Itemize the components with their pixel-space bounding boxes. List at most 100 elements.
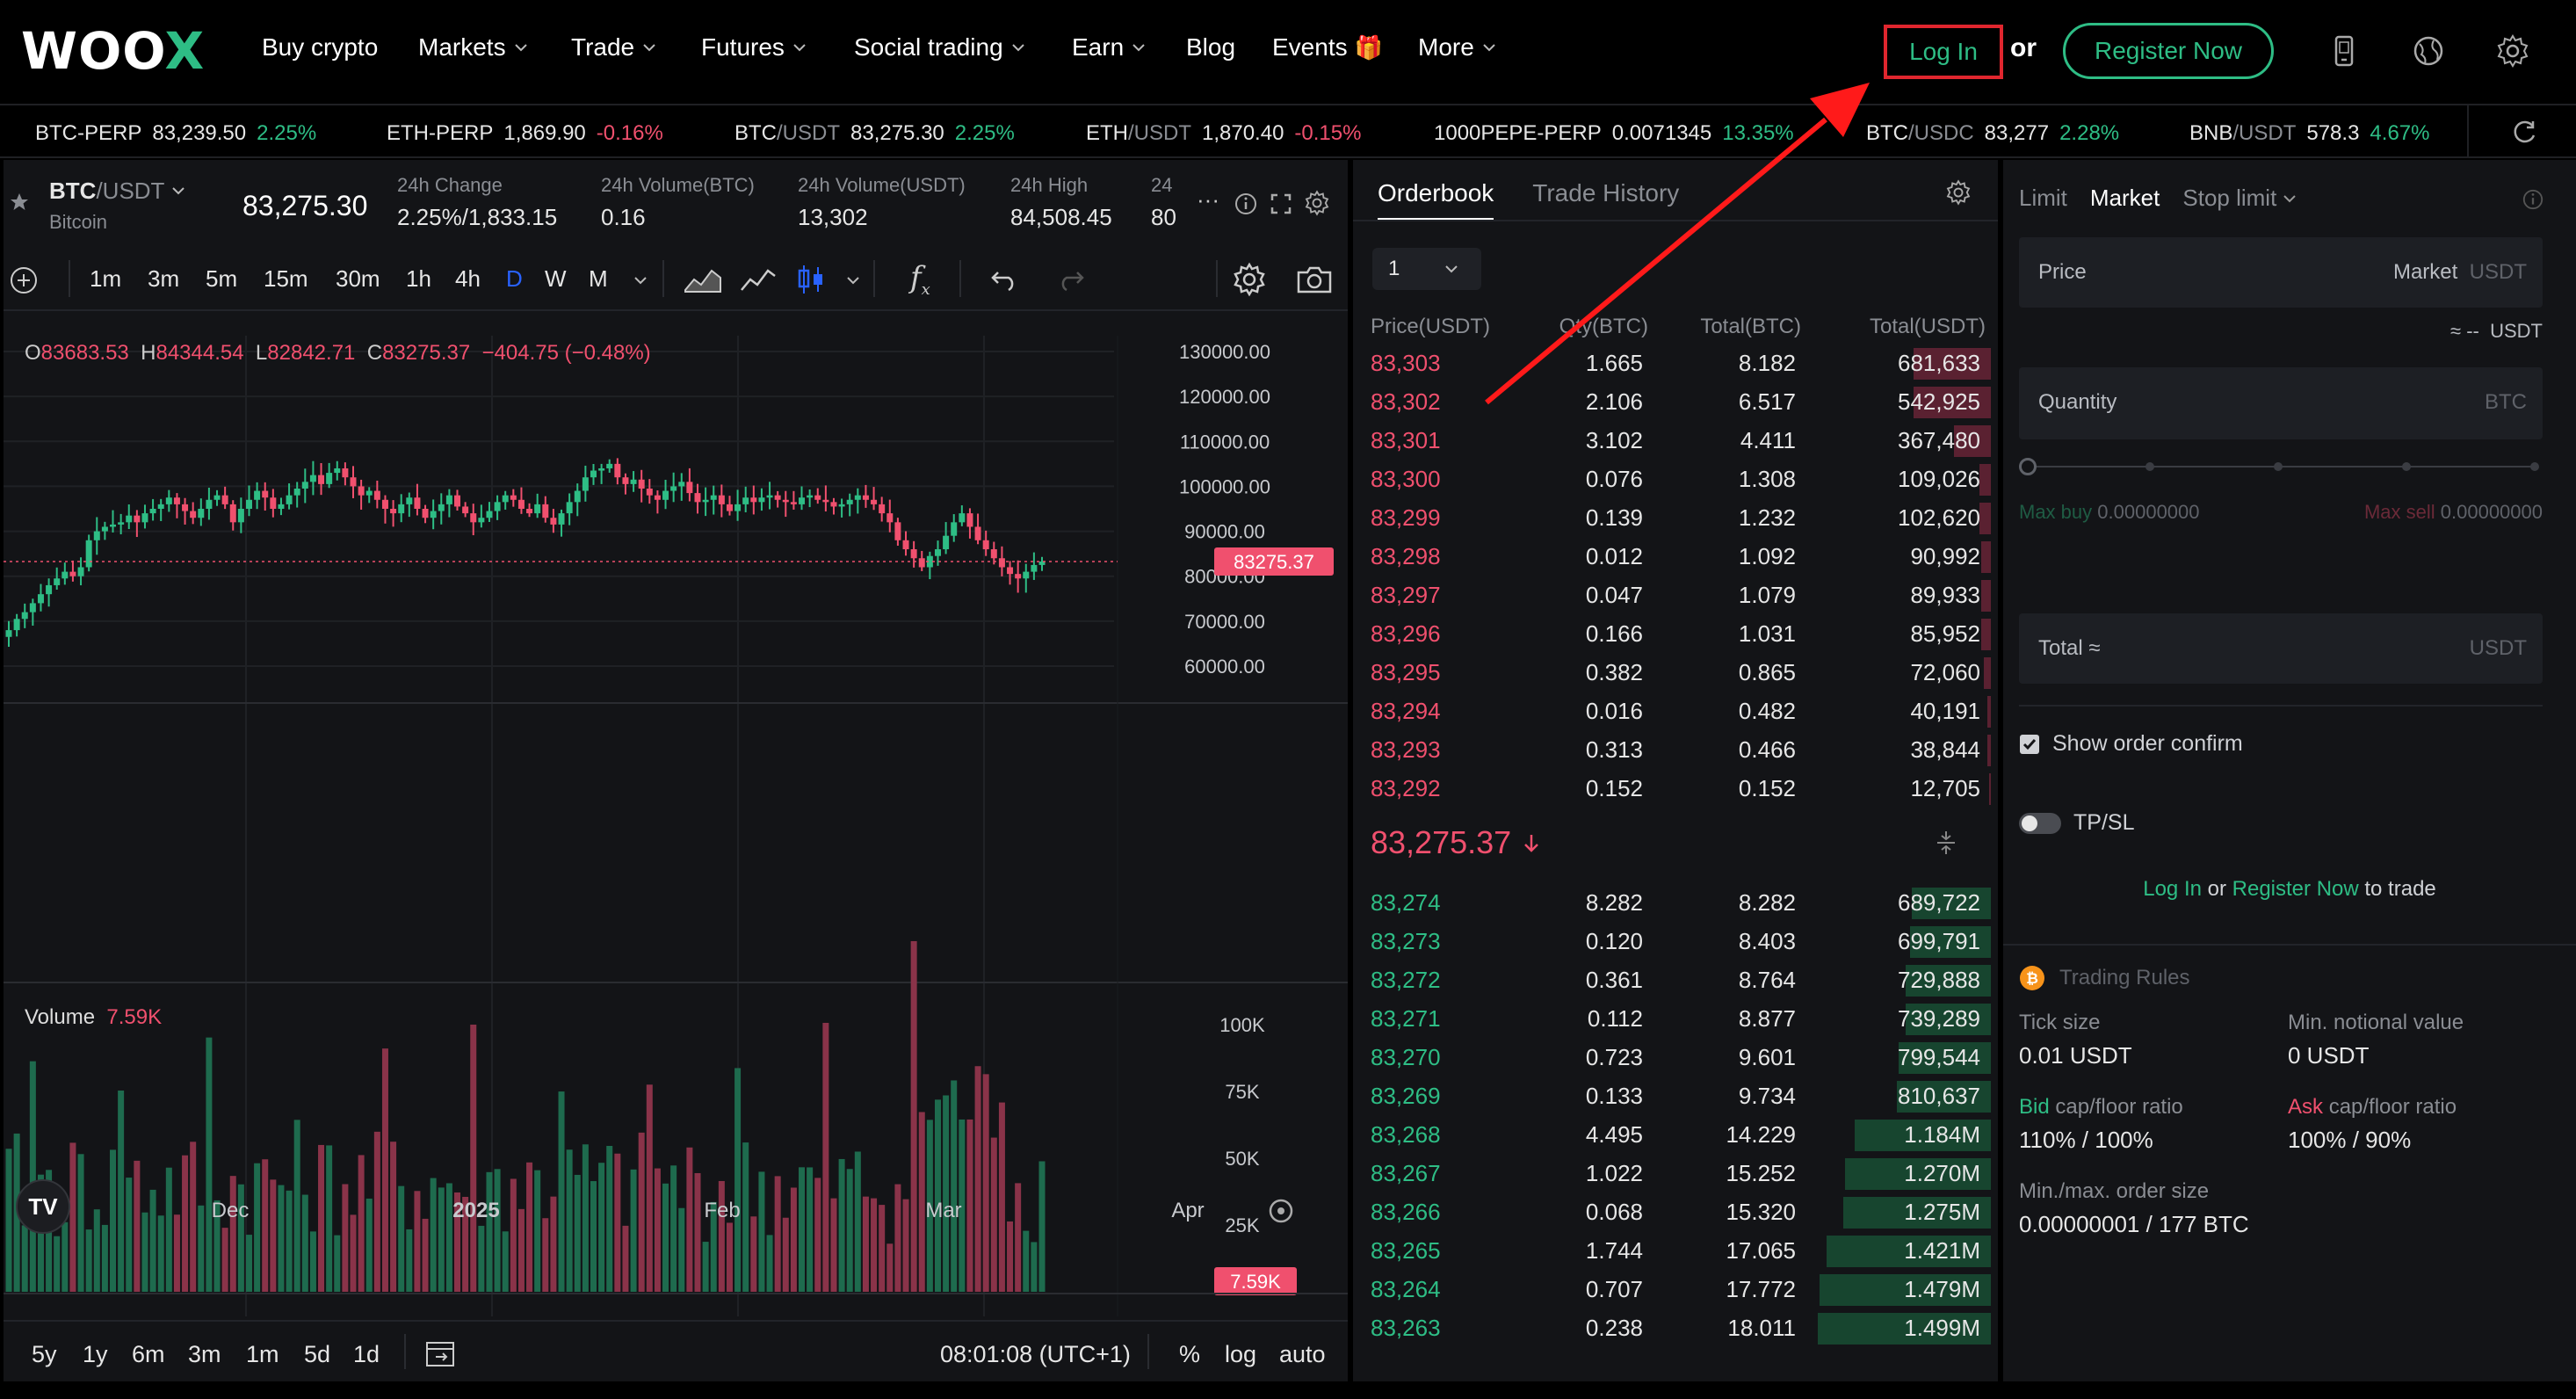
quantity-field[interactable]: Quantity BTC xyxy=(2019,367,2543,439)
timeframe-4h[interactable]: 4h xyxy=(455,265,481,292)
bid-row[interactable]: 83,272 0.361 8.764 729,888 xyxy=(1353,961,1998,1000)
formula-icon[interactable]: fx xyxy=(910,260,930,299)
register-link[interactable]: Register Now xyxy=(2232,877,2359,901)
chart-settings-icon[interactable] xyxy=(1304,190,1330,216)
area-chart-icon[interactable] xyxy=(682,264,724,295)
bid-row[interactable]: 83,274 8.282 8.282 689,722 xyxy=(1353,884,1998,923)
bid-row[interactable]: 83,264 0.707 17.772 1.479M xyxy=(1353,1271,1998,1309)
timeframe-3m[interactable]: 3m xyxy=(148,265,180,292)
nav-futures[interactable]: Futures xyxy=(701,33,807,62)
more-dots[interactable]: ··· xyxy=(1197,186,1219,213)
info-icon[interactable] xyxy=(1234,192,1258,216)
tab-orderbook[interactable]: Orderbook xyxy=(1378,179,1494,221)
ticker-item[interactable]: ETH/USDT 1,870.40 -0.15% xyxy=(1086,121,1361,146)
tab-market[interactable]: Market xyxy=(2089,185,2160,211)
price-chart[interactable]: 130000.00 120000.00 110000.00 100000.00 9000… xyxy=(4,336,1348,1318)
candle-chart-icon[interactable] xyxy=(796,262,826,297)
bid-row[interactable]: 83,266 0.068 15.320 1.275M xyxy=(1353,1193,1998,1232)
nav-buy-crypto[interactable]: Buy crypto xyxy=(262,33,378,62)
ask-row[interactable]: 83,303 1.665 8.182 681,633 xyxy=(1353,344,1998,383)
range-1y[interactable]: 1y xyxy=(83,1341,108,1367)
ticker-item[interactable]: BTC-PERP 83,239.50 2.25% xyxy=(35,121,316,146)
tab-stop-limit[interactable]: Stop limit xyxy=(2182,185,2297,212)
tab-limit[interactable]: Limit xyxy=(2019,185,2067,211)
nav-events[interactable]: Events 🎁 xyxy=(1272,33,1383,62)
chart-clock[interactable]: 08:01:08 (UTC+1) xyxy=(940,1341,1131,1367)
ask-row[interactable]: 83,299 0.139 1.232 102,620 xyxy=(1353,499,1998,538)
ask-row[interactable]: 83,298 0.012 1.092 90,992 xyxy=(1353,538,1998,576)
bid-row[interactable]: 83,268 4.495 14.229 1.184M xyxy=(1353,1116,1998,1155)
bid-row[interactable]: 83,265 1.744 17.065 1.421M xyxy=(1353,1232,1998,1271)
redo-icon[interactable] xyxy=(1056,265,1086,292)
gear-icon[interactable] xyxy=(2495,33,2530,69)
range-5y[interactable]: 5y xyxy=(32,1341,57,1367)
date-range-icon[interactable] xyxy=(423,1337,459,1369)
refresh-icon[interactable] xyxy=(2509,118,2539,148)
star-icon[interactable] xyxy=(9,192,30,213)
ask-row[interactable]: 83,296 0.166 1.031 85,952 xyxy=(1353,615,1998,654)
nav-earn[interactable]: Earn xyxy=(1072,33,1147,62)
tradingview-logo[interactable]: TV xyxy=(16,1179,70,1234)
collapse-icon[interactable] xyxy=(1933,830,1959,856)
symbol-selector[interactable]: BTC/USDT xyxy=(49,178,186,205)
bid-row[interactable]: 83,269 0.133 9.734 810,637 xyxy=(1353,1077,1998,1116)
timeframe-15m[interactable]: 15m xyxy=(264,265,308,292)
timeframe-m[interactable]: M xyxy=(589,265,608,292)
timeframe-30m[interactable]: 30m xyxy=(336,265,380,292)
ticker-item[interactable]: BTC/USDT 83,275.30 2.25% xyxy=(734,121,1015,146)
bid-row[interactable]: 83,270 0.723 9.601 799,544 xyxy=(1353,1039,1998,1077)
precision-select[interactable]: 1 xyxy=(1372,248,1481,290)
bid-row[interactable]: 83,263 0.238 18.011 1.499M xyxy=(1353,1309,1998,1348)
ask-row[interactable]: 83,300 0.076 1.308 109,026 xyxy=(1353,460,1998,499)
ticker-item[interactable]: ETH-PERP 1,869.90 -0.16% xyxy=(387,121,663,146)
ask-row[interactable]: 83,294 0.016 0.482 40,191 xyxy=(1353,692,1998,731)
range-6m[interactable]: 6m xyxy=(132,1341,165,1367)
timeframe-w[interactable]: W xyxy=(545,265,567,292)
ask-row[interactable]: 83,301 3.102 4.411 367,480 xyxy=(1353,422,1998,460)
line-chart-icon[interactable] xyxy=(738,264,777,295)
add-indicator-icon[interactable] xyxy=(9,265,39,295)
range-1d[interactable]: 1d xyxy=(353,1341,380,1367)
checkbox-checked-icon[interactable] xyxy=(2019,734,2040,755)
timeframe-d[interactable]: D xyxy=(506,265,523,292)
quantity-slider[interactable] xyxy=(2019,453,2543,480)
percent-toggle[interactable]: % xyxy=(1179,1341,1201,1367)
trading-rules-header[interactable]: ₿ Trading Rules xyxy=(2019,965,2190,991)
globe-icon[interactable] xyxy=(2411,33,2446,69)
nav-markets[interactable]: Markets xyxy=(418,33,529,62)
range-1m[interactable]: 1m xyxy=(246,1341,279,1367)
ask-row[interactable]: 83,293 0.313 0.466 38,844 xyxy=(1353,731,1998,770)
nav-trade[interactable]: Trade xyxy=(571,33,657,62)
ask-row[interactable]: 83,292 0.152 0.152 12,705 xyxy=(1353,770,1998,808)
settings-icon[interactable] xyxy=(1232,262,1267,297)
auto-toggle[interactable]: auto xyxy=(1279,1341,1326,1367)
info-icon[interactable] xyxy=(2522,188,2544,211)
chevron-down-icon[interactable] xyxy=(633,272,648,288)
chevron-down-icon[interactable] xyxy=(845,272,861,288)
ask-row[interactable]: 83,302 2.106 6.517 542,925 xyxy=(1353,383,1998,422)
ask-row[interactable]: 83,295 0.382 0.865 72,060 xyxy=(1353,654,1998,692)
nav-social-trading[interactable]: Social trading xyxy=(854,33,1026,62)
ticker-item[interactable]: 1000PEPE-PERP 0.0071345 13.35% xyxy=(1434,121,1794,146)
nav-more[interactable]: More xyxy=(1418,33,1497,62)
ask-row[interactable]: 83,297 0.047 1.079 89,933 xyxy=(1353,576,1998,615)
login-link[interactable]: Log In xyxy=(2143,877,2202,901)
slider-handle[interactable] xyxy=(2019,458,2037,475)
bid-row[interactable]: 83,271 0.112 8.877 739,289 xyxy=(1353,1000,1998,1039)
undo-icon[interactable] xyxy=(989,265,1019,292)
ticker-item[interactable]: BTC/USDC 83,277 2.28% xyxy=(1866,121,2119,146)
bid-row[interactable]: 83,267 1.022 15.252 1.270M xyxy=(1353,1155,1998,1193)
tab-trade-history[interactable]: Trade History xyxy=(1532,179,1680,207)
range-3m[interactable]: 3m xyxy=(188,1341,221,1367)
axis-settings-icon[interactable] xyxy=(1269,1199,1293,1223)
woox-logo[interactable]: WOOX xyxy=(21,23,205,79)
price-field[interactable]: Price Market USDT xyxy=(2019,237,2543,308)
camera-icon[interactable] xyxy=(1295,264,1334,295)
nav-blog[interactable]: Blog xyxy=(1186,33,1235,62)
register-button[interactable]: Register Now xyxy=(2063,23,2274,79)
tpsl-toggle[interactable] xyxy=(2019,812,2061,834)
bid-row[interactable]: 83,273 0.120 8.403 699,791 xyxy=(1353,923,1998,961)
range-5d[interactable]: 5d xyxy=(304,1341,331,1367)
orderbook-settings-icon[interactable] xyxy=(1945,179,1972,206)
fullscreen-icon[interactable] xyxy=(1269,192,1293,216)
